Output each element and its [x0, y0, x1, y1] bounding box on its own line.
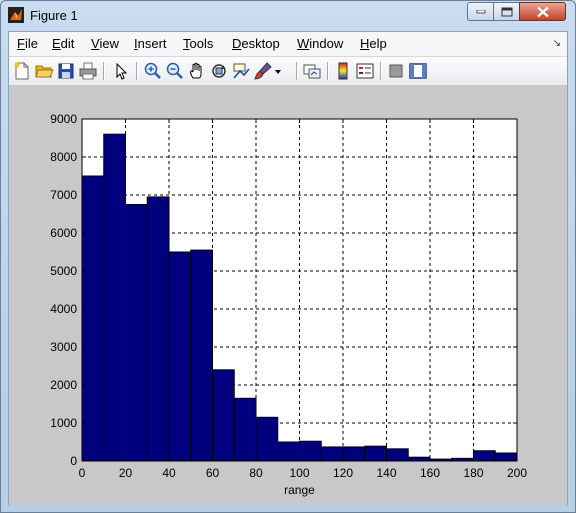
select-arrow-icon[interactable]	[111, 61, 131, 81]
toolbar-separator	[327, 62, 329, 80]
close-icon	[536, 6, 549, 17]
histogram-axes[interactable]: 0 20 40 60 80 100 120 140 160 180 2000100020003000…	[9, 85, 567, 505]
zoom-out-icon[interactable]	[165, 61, 185, 81]
x-tick-label: 120	[333, 466, 353, 480]
toolbar-separator	[296, 62, 298, 80]
histogram-bar[interactable]	[168, 251, 192, 462]
histogram-bar[interactable]	[386, 448, 409, 462]
save-icon[interactable]	[56, 61, 76, 81]
histogram-bar[interactable]	[299, 440, 322, 462]
histogram-bar[interactable]	[407, 456, 431, 462]
histogram-bar[interactable]	[277, 441, 300, 462]
histogram-bar[interactable]	[364, 445, 387, 462]
histogram-bar[interactable]	[494, 452, 518, 462]
hide-plot-tools-icon[interactable]	[386, 61, 406, 81]
toolbar-separator	[103, 62, 105, 80]
histogram-bar[interactable]	[342, 446, 366, 462]
open-file-icon[interactable]	[34, 61, 54, 81]
y-tick-label: 3000	[50, 340, 77, 354]
legend-icon[interactable]	[355, 61, 375, 81]
minimize-button[interactable]	[467, 2, 494, 21]
x-tick-label: 80	[249, 466, 263, 480]
rotate-3d-icon[interactable]	[209, 61, 229, 81]
menu-help[interactable]: Help	[360, 36, 387, 51]
y-tick-label: 5000	[50, 264, 77, 278]
toolbar-separator	[136, 62, 138, 80]
menu-file[interactable]: File	[17, 36, 38, 51]
x-tick-label: 20	[119, 466, 133, 480]
show-plot-tools-icon[interactable]	[408, 61, 428, 81]
menu-window[interactable]: Window	[297, 36, 344, 51]
figure-client-area: File Edit View Insert Tools Desktop Wind…	[8, 31, 568, 505]
menu-insert[interactable]: Insert	[134, 36, 167, 51]
pan-hand-icon[interactable]	[187, 61, 207, 81]
link-plot-icon[interactable]	[302, 61, 322, 81]
y-tick-label: 9000	[50, 112, 77, 126]
maximize-button[interactable]	[493, 2, 520, 21]
y-tick-label: 2000	[50, 378, 77, 392]
data-cursor-icon[interactable]	[231, 61, 251, 81]
figure-toolbar	[9, 56, 567, 86]
print-icon[interactable]	[78, 61, 98, 81]
x-tick-label: 140	[376, 466, 396, 480]
x-tick-label: 200	[507, 466, 527, 480]
histogram-bar[interactable]	[233, 397, 257, 462]
y-tick-label: 0	[70, 454, 77, 468]
histogram-bar[interactable]	[320, 446, 344, 462]
title-bar[interactable]: Figure 1	[1, 1, 575, 31]
figure-canvas: 0 20 40 60 80 100 120 140 160 180 200 0 1000 2000 3000…	[9, 85, 567, 505]
histogram-bar[interactable]	[190, 249, 213, 462]
brush-dropdown-icon[interactable]	[273, 61, 283, 81]
menu-edit[interactable]: Edit	[52, 36, 75, 51]
histogram-bar[interactable]	[473, 450, 496, 462]
x-tick-label: 160	[420, 466, 440, 480]
histogram-bar[interactable]	[81, 175, 105, 462]
menu-view[interactable]: View	[91, 36, 119, 51]
x-tick-label: 180	[463, 466, 483, 480]
close-button[interactable]	[519, 2, 566, 21]
x-tick-label: 60	[206, 466, 220, 480]
histogram-bar[interactable]	[146, 196, 170, 462]
y-tick-label: 8000	[50, 150, 77, 164]
colorbar-icon[interactable]	[333, 61, 353, 81]
y-tick-label: 7000	[50, 188, 77, 202]
toolbar-separator	[380, 62, 382, 80]
maximize-icon	[501, 7, 512, 16]
zoom-in-icon[interactable]	[143, 61, 163, 81]
y-tick-label: 6000	[50, 226, 77, 240]
brush-icon[interactable]	[253, 61, 273, 81]
y-tick-label: 4000	[50, 302, 77, 316]
menu-bar: File Edit View Insert Tools Desktop Wind…	[9, 32, 567, 56]
x-tick-label: 40	[162, 466, 176, 480]
x-tick-label: 100	[289, 466, 309, 480]
minimize-icon	[476, 9, 485, 13]
histogram-bar[interactable]	[212, 369, 235, 462]
x-tick-label: 0	[79, 466, 86, 480]
menu-tools[interactable]: Tools	[183, 36, 214, 51]
menu-grip-icon[interactable]: ↘	[552, 38, 561, 49]
window-title: Figure 1	[30, 8, 78, 23]
histogram-bar[interactable]	[125, 204, 148, 462]
y-tick-label: 1000	[50, 416, 77, 430]
matlab-icon[interactable]	[8, 7, 24, 23]
x-axis-label: range	[284, 483, 315, 497]
histogram-bar[interactable]	[103, 133, 126, 462]
menu-desktop[interactable]: Desktop	[232, 36, 280, 51]
histogram-bar[interactable]	[255, 416, 279, 462]
new-figure-icon[interactable]	[12, 61, 32, 81]
